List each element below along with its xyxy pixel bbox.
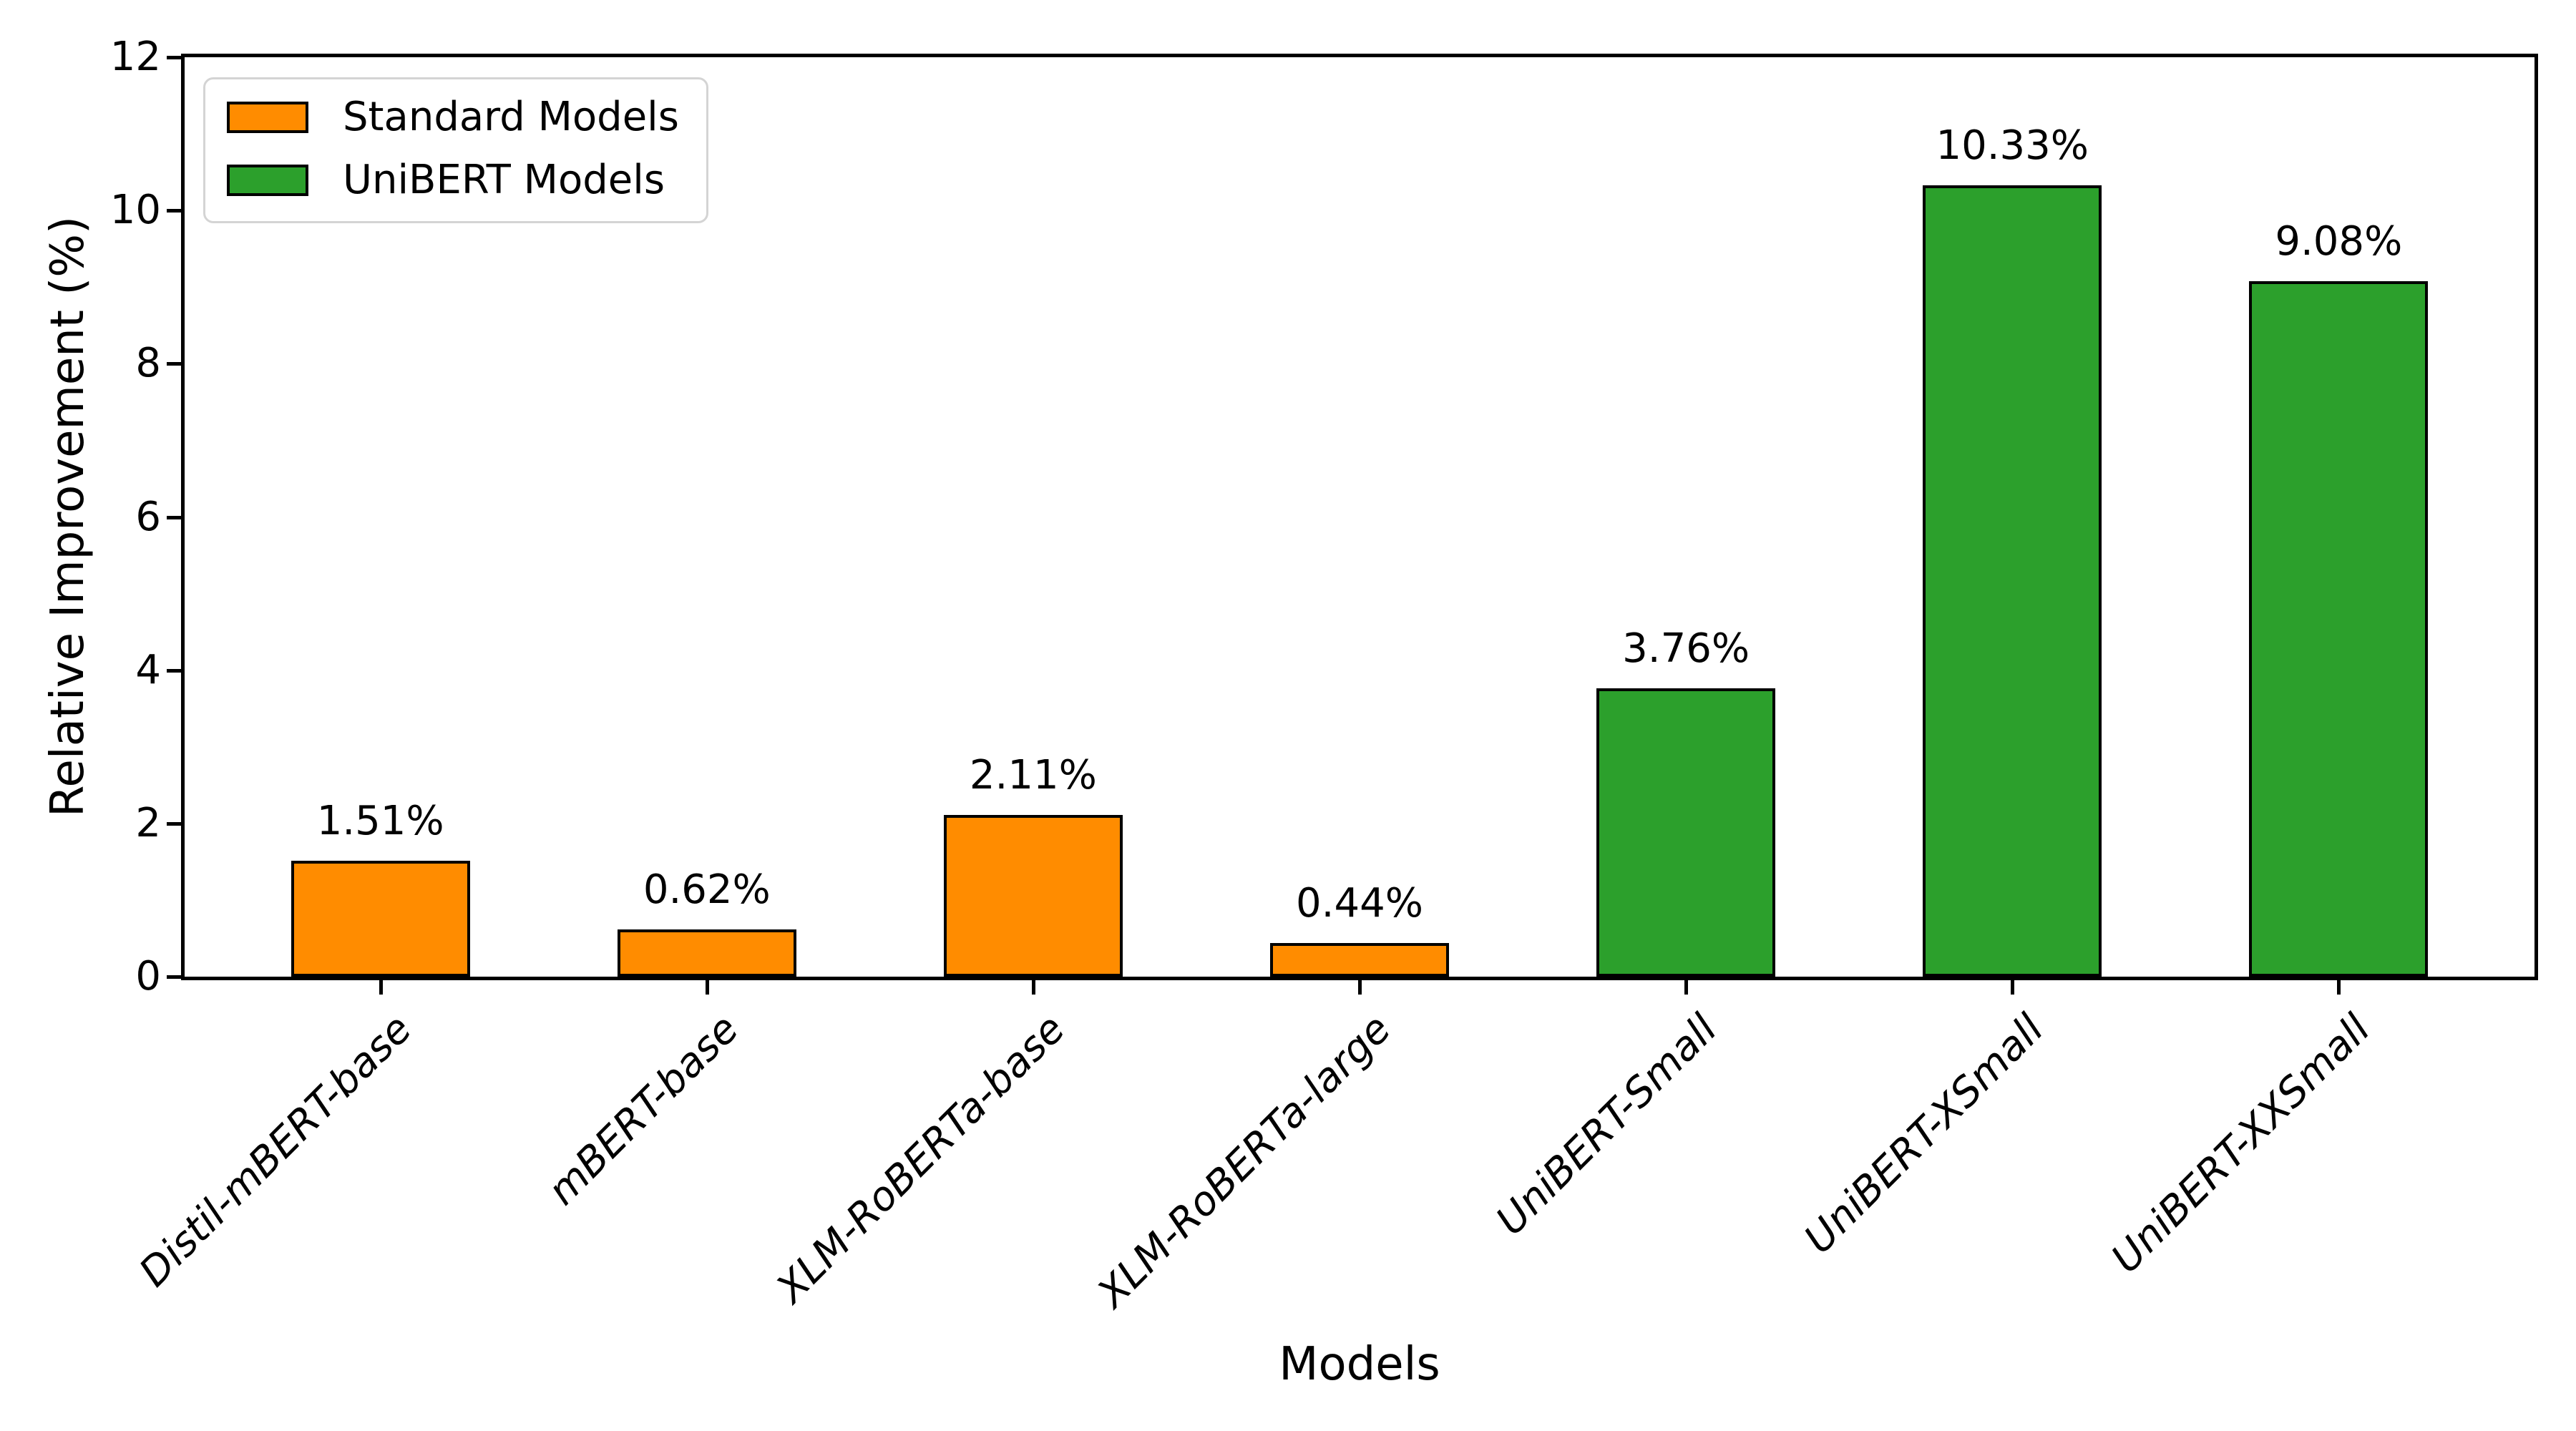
bar-unibert-xsmall	[1923, 185, 2102, 977]
x-tick-mark	[705, 980, 709, 995]
x-tick-mark	[2337, 980, 2341, 995]
legend-entry: Standard Models	[227, 95, 679, 140]
y-tick-mark	[167, 362, 181, 366]
x-axis-label: Models	[1279, 1338, 1440, 1391]
y-tick-mark	[167, 515, 181, 519]
legend: Standard Models UniBERT Models	[203, 77, 708, 223]
bar-value-label: 3.76%	[1622, 625, 1750, 672]
legend-entry-label: UniBERT Models	[343, 157, 665, 203]
y-tick-label: 8	[135, 340, 161, 387]
x-tick-label: Distil-mBERT-base	[130, 1005, 421, 1296]
y-tick-label: 10	[109, 187, 161, 234]
y-tick-label: 4	[135, 646, 161, 693]
bar-xlm-roberta-large	[1270, 943, 1449, 977]
legend-color-swatch	[227, 102, 308, 133]
bar-unibert-xxsmall	[2249, 281, 2429, 977]
bar-value-label: 10.33%	[1936, 122, 2089, 169]
x-tick-label: UniBERT-XXSmall	[2102, 1005, 2379, 1282]
legend-entry-label: Standard Models	[343, 94, 679, 140]
y-tick-mark	[167, 668, 181, 673]
x-tick-label: XLM-RoBERTa-base	[767, 1005, 1074, 1312]
bar-value-label: 2.11%	[969, 752, 1097, 798]
x-tick-label: UniBERT-Small	[1488, 1005, 1727, 1245]
x-tick-mark	[379, 980, 383, 995]
y-tick-mark	[167, 56, 181, 59]
bar-mbert-base	[617, 929, 796, 977]
x-tick-mark	[1358, 980, 1362, 995]
x-tick-label: mBERT-base	[538, 1005, 748, 1215]
bar-value-label: 0.62%	[643, 866, 771, 913]
y-tick-label: 0	[135, 953, 161, 1000]
bar-value-label: 9.08%	[2275, 218, 2403, 265]
bar-unibert-small	[1596, 688, 1776, 977]
y-tick-label: 6	[135, 493, 161, 540]
bar-value-label: 0.44%	[1296, 880, 1423, 927]
legend-color-swatch	[227, 165, 308, 196]
x-tick-mark	[1031, 980, 1035, 995]
legend-entry: UniBERT Models	[227, 158, 679, 202]
bar-value-label: 1.51%	[316, 798, 444, 844]
y-tick-label: 12	[109, 34, 161, 80]
x-tick-mark	[2011, 980, 2015, 995]
bar-xlm-roberta-base	[943, 815, 1123, 977]
x-tick-mark	[1684, 980, 1689, 995]
y-tick-label: 2	[135, 799, 161, 846]
y-tick-mark	[167, 209, 181, 213]
bar-distil-mbert-base	[291, 861, 470, 977]
x-tick-label: UniBERT-XSmall	[1795, 1005, 2053, 1263]
y-tick-mark	[167, 821, 181, 826]
y-tick-mark	[167, 975, 181, 979]
x-tick-label: XLM-RoBERTa-large	[1088, 1005, 1400, 1317]
